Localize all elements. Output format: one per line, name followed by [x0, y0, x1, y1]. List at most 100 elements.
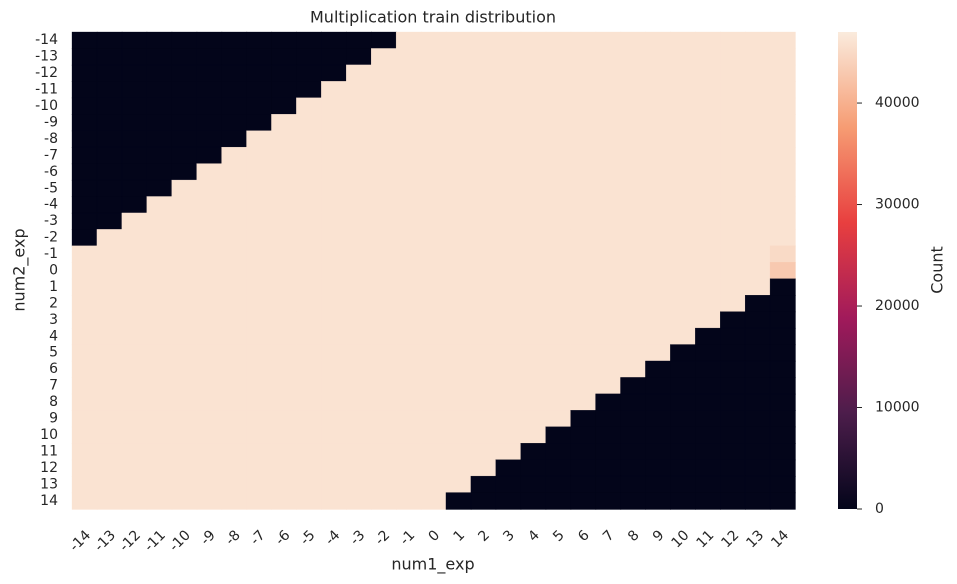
heatmap-cell: [271, 475, 298, 494]
heatmap-cell: [595, 475, 622, 494]
heatmap-cell: [71, 327, 98, 346]
heatmap-cell: [520, 64, 547, 82]
heatmap-cell: [321, 475, 347, 494]
heatmap-cell: [720, 163, 746, 181]
heatmap-cell: [595, 377, 622, 395]
heatmap-cell: [520, 377, 547, 395]
heatmap-cell: [720, 196, 746, 214]
heatmap-cell: [395, 360, 422, 379]
heatmap-cell: [520, 360, 547, 379]
colorbar-tick-label: 0: [875, 501, 884, 517]
heatmap-cell: [171, 212, 198, 231]
heatmap-cell: [146, 393, 173, 411]
heatmap-cell: [196, 212, 223, 231]
heatmap-cell: [495, 64, 522, 82]
heatmap-cell: [171, 311, 198, 329]
heatmap-cell: [595, 360, 622, 379]
heatmap-cell: [744, 48, 771, 66]
heatmap-cell: [744, 229, 771, 247]
heatmap-cell: [196, 278, 223, 296]
heatmap-cell: [520, 229, 547, 247]
heatmap-cell: [545, 475, 572, 494]
heatmap-cell: [695, 229, 721, 247]
x-tick-label: 2: [475, 527, 493, 545]
heatmap-cell: [495, 475, 522, 494]
heatmap-cell: [595, 295, 622, 313]
heatmap-cell: [595, 64, 622, 82]
heatmap-cell: [196, 179, 223, 198]
heatmap-cell: [371, 278, 397, 296]
heatmap-cell: [371, 64, 397, 82]
heatmap-cell: [346, 130, 372, 148]
heatmap-cell: [695, 48, 721, 66]
heatmap-cell: [645, 410, 671, 428]
heatmap-cell: [445, 295, 472, 313]
heatmap-cell: [296, 48, 322, 66]
heatmap-cell: [520, 97, 547, 115]
heatmap-cell: [470, 212, 497, 231]
heatmap-cell: [296, 81, 322, 99]
heatmap-cell: [271, 393, 298, 411]
heatmap-cell: [545, 97, 572, 115]
heatmap-cell: [769, 229, 796, 247]
heatmap-cell: [146, 410, 173, 428]
heatmap-cell: [246, 410, 273, 428]
heatmap-cell: [620, 212, 647, 231]
heatmap-cell: [570, 360, 597, 379]
heatmap-cell: [246, 48, 273, 66]
heatmap-cell: [96, 146, 123, 165]
heatmap-cell: [470, 146, 497, 165]
heatmap-cell: [720, 229, 746, 247]
heatmap-cell: [495, 344, 522, 362]
heatmap-cell: [171, 229, 198, 247]
x-tick-label: -1: [397, 527, 418, 548]
heatmap-cell: [346, 459, 372, 477]
heatmap-cell: [171, 179, 198, 198]
heatmap-cell: [720, 377, 746, 395]
x-tick-label: 13: [743, 527, 767, 551]
heatmap-cell: [645, 393, 671, 411]
heatmap-cell: [346, 31, 372, 50]
heatmap-cell: [620, 146, 647, 165]
heatmap-cell: [744, 393, 771, 411]
heatmap-cell: [570, 377, 597, 395]
heatmap-cell: [744, 443, 771, 461]
heatmap-cell: [246, 179, 273, 198]
y-tick-label: -11: [35, 82, 58, 98]
heatmap-cell: [670, 459, 696, 477]
heatmap-cell: [470, 81, 497, 99]
heatmap-cell: [321, 179, 347, 198]
heatmap-cell: [96, 245, 123, 263]
heatmap-cell: [570, 146, 597, 165]
heatmap-cell: [545, 426, 572, 444]
heatmap-cell: [71, 81, 98, 99]
heatmap-cell: [769, 130, 796, 148]
heatmap-cell: [495, 311, 522, 329]
heatmap-cell: [420, 245, 447, 263]
heatmap-cell: [570, 130, 597, 148]
heatmap-cell: [645, 377, 671, 395]
heatmap-cell: [769, 163, 796, 181]
heatmap-cell: [246, 146, 273, 165]
heatmap-cell: [395, 130, 422, 148]
heatmap-cell: [695, 146, 721, 165]
heatmap-cell: [620, 492, 647, 510]
heatmap-cell: [321, 426, 347, 444]
heatmap-cell: [346, 212, 372, 231]
heatmap-cell: [769, 212, 796, 231]
heatmap-cell: [445, 459, 472, 477]
heatmap-cell: [121, 278, 148, 296]
heatmap-cell: [146, 426, 173, 444]
heatmap-cell: [645, 344, 671, 362]
heatmap-cell: [495, 48, 522, 66]
heatmap-cell: [595, 443, 622, 461]
heatmap-cell: [321, 64, 347, 82]
heatmap-cell: [645, 196, 671, 214]
heatmap-cell: [221, 295, 248, 313]
heatmap-cell: [520, 212, 547, 231]
heatmap-cell: [545, 459, 572, 477]
heatmap-cell: [695, 360, 721, 379]
y-tick-label: -2: [44, 230, 58, 246]
heatmap-cell: [395, 48, 422, 66]
heatmap-cell: [96, 295, 123, 313]
